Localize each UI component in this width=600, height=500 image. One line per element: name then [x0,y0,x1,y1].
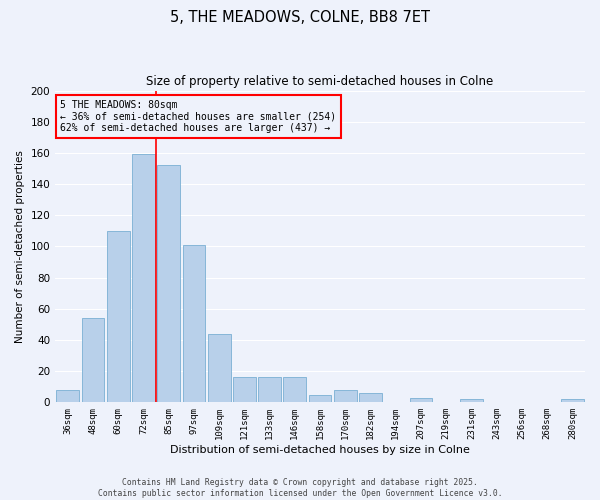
Bar [82,318,104,402]
Bar [107,231,130,402]
Bar [208,334,230,402]
Bar [561,399,584,402]
X-axis label: Distribution of semi-detached houses by size in Colne: Distribution of semi-detached houses by … [170,445,470,455]
Bar [132,154,155,402]
Bar [334,390,356,402]
Text: Contains HM Land Registry data © Crown copyright and database right 2025.
Contai: Contains HM Land Registry data © Crown c… [98,478,502,498]
Bar [359,393,382,402]
Text: 5 THE MEADOWS: 80sqm
← 36% of semi-detached houses are smaller (254)
62% of semi: 5 THE MEADOWS: 80sqm ← 36% of semi-detac… [61,100,337,133]
Bar [283,378,306,402]
Bar [233,378,256,402]
Bar [182,245,205,402]
Title: Size of property relative to semi-detached houses in Colne: Size of property relative to semi-detach… [146,75,494,88]
Bar [258,378,281,402]
Bar [309,394,331,402]
Bar [460,399,483,402]
Bar [157,166,180,402]
Bar [410,398,433,402]
Bar [56,390,79,402]
Y-axis label: Number of semi-detached properties: Number of semi-detached properties [15,150,25,343]
Text: 5, THE MEADOWS, COLNE, BB8 7ET: 5, THE MEADOWS, COLNE, BB8 7ET [170,10,430,25]
